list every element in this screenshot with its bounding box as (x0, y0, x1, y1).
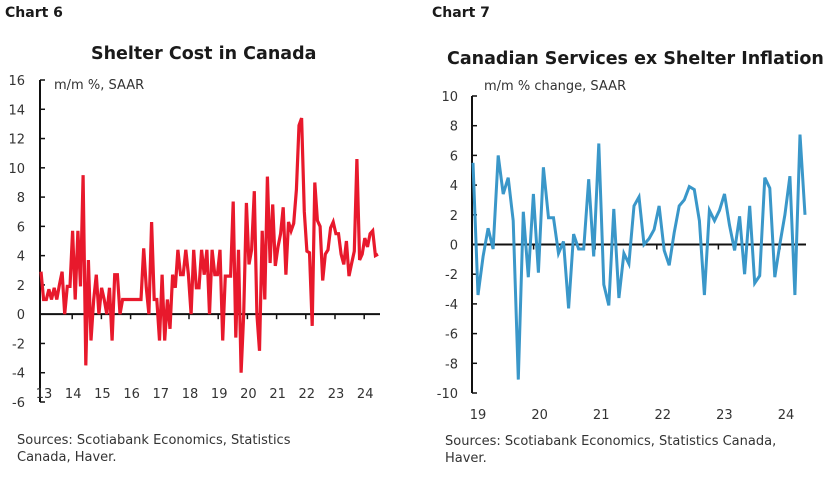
chart7-y-tick-label: 10 (441, 90, 458, 105)
chart6-x-tick-label: 13 (36, 387, 53, 402)
chart7-x-tick-label: 19 (470, 408, 487, 423)
chart7-y-tick-label: 2 (450, 209, 458, 224)
chart6-x-tick-label: 19 (211, 387, 228, 402)
chart6-x-tick-label: 14 (65, 387, 82, 402)
chart6-y-tick-label: 6 (17, 220, 25, 235)
chart7-y-tick-label: -6 (445, 328, 458, 343)
chart7-series-line (471, 134, 807, 380)
chart6-x-tick-label: 18 (182, 387, 199, 402)
chart7-y-tick-label: 6 (450, 149, 458, 164)
chart6-series-line (39, 117, 379, 373)
chart6-y-tick-label: 2 (17, 279, 25, 294)
chart6-sources-line-2: Canada, Haver. (17, 450, 117, 465)
chart6-y-tick-label: 4 (17, 250, 25, 265)
chart6-x-tick-label: 21 (269, 387, 286, 402)
chart7-y-tick-label: 8 (450, 120, 458, 135)
chart6-y-tick-label: 10 (8, 162, 25, 177)
chart6-sources: Sources: Scotiabank Economics, Statistic… (17, 432, 290, 466)
chart7-y-tick-label: 0 (450, 239, 458, 254)
chart7-y-tick-label: -10 (437, 387, 458, 402)
chart6-y-tick-label: -6 (12, 396, 25, 411)
chart6-x-tick-label: 16 (123, 387, 140, 402)
chart6-y-tick-label: -2 (12, 337, 25, 352)
chart7-x-tick-label: 21 (593, 408, 610, 423)
chart6-x-tick-label: 23 (328, 387, 345, 402)
chart6-y-tick-label: 16 (8, 74, 25, 89)
chart6-x-tick-label: 22 (299, 387, 316, 402)
chart6-x-tick-label: 15 (94, 387, 111, 402)
chart7-sources-line-2: Haver. (445, 451, 487, 466)
chart6-y-tick-label: 12 (8, 133, 25, 148)
chart6-y-tick-label: 8 (17, 191, 25, 206)
chart7-y-tick-label: 4 (450, 179, 458, 194)
chart7-y-tick-label: -8 (445, 357, 458, 372)
chart7-sources-line-1: Sources: Scotiabank Economics, Statistic… (445, 434, 777, 449)
chart6-y-tick-label: -4 (12, 367, 25, 382)
chart7-x-tick-label: 24 (778, 408, 795, 423)
chart7-title: Canadian Services ex Shelter Inflation (447, 49, 824, 69)
chart6-sources-line-1: Sources: Scotiabank Economics, Statistic… (17, 433, 291, 448)
chart6-label: Chart 6 (5, 5, 63, 21)
chart7-x-tick-label: 20 (531, 408, 548, 423)
chart6-x-tick-label: 20 (240, 387, 257, 402)
chart7-x-tick-label: 23 (716, 408, 733, 423)
chart6-y-tick-label: 0 (17, 308, 25, 323)
chart6-title: Shelter Cost in Canada (91, 44, 317, 64)
chart7-x-tick-label: 22 (655, 408, 672, 423)
chart7-y-tick-label: -2 (445, 268, 458, 283)
chart6-x-tick-label: 24 (357, 387, 374, 402)
chart7-unit-label: m/m % change, SAAR (484, 79, 627, 94)
chart7-label: Chart 7 (432, 5, 490, 21)
chart7-sources: Sources: Scotiabank Economics, Statistic… (445, 433, 776, 467)
chart6-y-tick-label: 14 (8, 103, 25, 118)
chart6-unit-label: m/m %, SAAR (54, 78, 145, 93)
chart7-y-tick-label: -4 (445, 298, 458, 313)
chart6-x-tick-label: 17 (153, 387, 170, 402)
